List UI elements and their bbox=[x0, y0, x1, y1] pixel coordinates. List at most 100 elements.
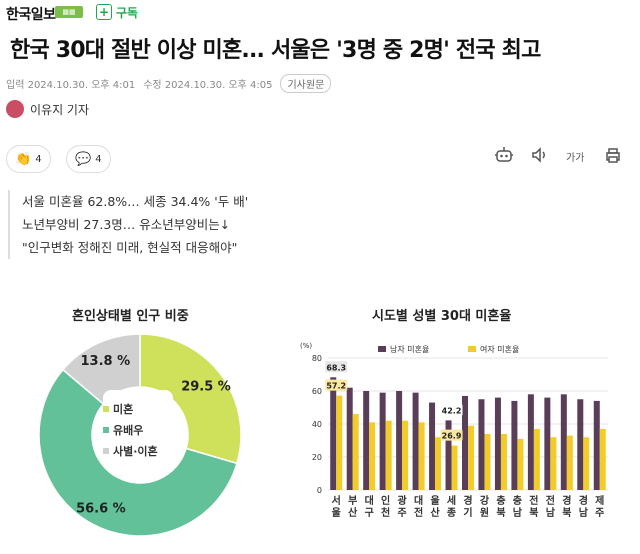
bar bbox=[363, 391, 370, 490]
donut-slice bbox=[38, 368, 238, 537]
x-tick-label: 전 bbox=[546, 494, 555, 507]
legend-swatch bbox=[378, 346, 386, 352]
article-dates: 입력 2024.10.30. 오후 4:01 수정 2024.10.30. 오후… bbox=[6, 74, 332, 93]
font-size-button[interactable]: 가가 bbox=[566, 153, 585, 164]
x-tick-label: 산 bbox=[430, 506, 440, 519]
modified-date: 수정 2024.10.30. 오후 4:05 bbox=[143, 80, 273, 91]
bar bbox=[478, 399, 485, 490]
bar bbox=[517, 438, 524, 490]
bar bbox=[494, 397, 501, 490]
summary-line: 서울 미혼율 62.8%… 세종 34.4% '두 배' bbox=[22, 194, 249, 209]
bar bbox=[451, 445, 458, 490]
comment-button[interactable]: 💬 4 bbox=[66, 145, 111, 173]
donut-chart: 29.5 % 56.6 % 13.8 % bbox=[38, 333, 242, 537]
bar bbox=[435, 437, 442, 490]
x-tick-label: 남 bbox=[546, 506, 556, 519]
x-tick-label: 대 bbox=[365, 494, 374, 507]
tts-robot-icon[interactable] bbox=[494, 146, 514, 168]
speaker-icon[interactable] bbox=[530, 146, 548, 168]
x-tick-label: 산 bbox=[348, 506, 358, 519]
data-label-bg bbox=[325, 379, 348, 391]
legend-item-married: 유배우 bbox=[103, 419, 173, 440]
x-tick-label: 전 bbox=[529, 494, 538, 507]
bar bbox=[511, 400, 518, 490]
print-icon[interactable] bbox=[604, 146, 622, 168]
summary-line: "인구변화 정해진 미래, 현실적 대응해야" bbox=[22, 240, 238, 255]
x-tick-label: 부 bbox=[348, 495, 357, 507]
x-tick-label: 기 bbox=[463, 506, 472, 519]
x-tick-label: 북 bbox=[496, 507, 505, 519]
bar bbox=[468, 425, 474, 490]
donut-value-label: 56.6 % bbox=[76, 502, 126, 517]
x-tick-label: 원 bbox=[480, 506, 489, 519]
reporter[interactable]: 이유지 기자 bbox=[6, 100, 89, 118]
bar-chart-title: 시도별 성별 30대 미혼율 bbox=[372, 309, 512, 324]
clap-icon: 👏 bbox=[15, 151, 32, 167]
x-tick-label: 경 bbox=[562, 494, 571, 507]
y-tick-label: 0 bbox=[317, 486, 322, 495]
x-tick-label: 서 bbox=[332, 494, 341, 507]
bar bbox=[462, 395, 468, 490]
legend-swatch bbox=[103, 447, 109, 454]
original-article-button[interactable]: 기사원문 bbox=[280, 74, 332, 93]
subscribe-button[interactable]: + 구독 bbox=[96, 3, 138, 21]
legend-swatch bbox=[468, 346, 476, 352]
bar bbox=[412, 392, 419, 490]
x-tick-label: 천 bbox=[381, 506, 390, 519]
x-tick-label: 경 bbox=[579, 494, 588, 507]
data-label-bg bbox=[440, 429, 463, 441]
bar bbox=[599, 428, 606, 490]
data-label-bg bbox=[440, 404, 463, 416]
reaction-count: 4 bbox=[35, 153, 42, 165]
legend-label: 유배우 bbox=[113, 423, 144, 437]
data-label: 68.3 bbox=[326, 363, 346, 372]
bar bbox=[544, 397, 551, 490]
legend-label: 미혼 bbox=[113, 402, 134, 416]
legend-label: 남자 미혼율 bbox=[390, 344, 429, 354]
x-tick-label: 남 bbox=[513, 506, 523, 519]
donut-legend: 미혼 유배우 사별·이혼 bbox=[103, 390, 173, 470]
x-tick-label: 종 bbox=[447, 507, 456, 519]
x-tick-label: 전 bbox=[414, 506, 423, 519]
bar bbox=[593, 400, 600, 490]
x-tick-label: 울 bbox=[332, 507, 341, 519]
y-tick-label: 40 bbox=[312, 420, 322, 429]
bar bbox=[429, 402, 436, 490]
x-tick-label: 제 bbox=[595, 494, 604, 507]
comment-count: 4 bbox=[95, 153, 102, 165]
legend-label: 사별·이혼 bbox=[113, 444, 158, 458]
bar bbox=[583, 437, 590, 490]
legend-item-unmarried: 미혼 bbox=[103, 398, 173, 419]
x-tick-label: 광 bbox=[398, 495, 408, 507]
subscribe-label: 구독 bbox=[116, 5, 139, 20]
bar bbox=[577, 399, 584, 490]
bar bbox=[550, 437, 557, 490]
reaction-button[interactable]: 👏 4 bbox=[6, 145, 51, 173]
donut-value-label: 13.8 % bbox=[80, 354, 130, 369]
donut-value-label: 29.5 % bbox=[181, 380, 231, 395]
x-tick-label: 구 bbox=[365, 507, 374, 519]
bar bbox=[566, 435, 573, 490]
data-label-bg bbox=[325, 361, 348, 373]
input-date: 입력 2024.10.30. 오후 4:01 bbox=[6, 80, 136, 91]
comment-icon: 💬 bbox=[75, 151, 92, 167]
bar bbox=[352, 414, 359, 490]
legend-swatch bbox=[103, 426, 109, 433]
data-label: 42.2 bbox=[442, 406, 462, 415]
bar bbox=[396, 391, 403, 490]
x-tick-label: 북 bbox=[562, 507, 571, 519]
avatar bbox=[6, 100, 24, 118]
article-summary: 서울 미혼율 62.8%… 세종 34.4% '두 배' 노년부양비 27.3명… bbox=[8, 190, 248, 259]
data-label: 57.2 bbox=[326, 382, 346, 391]
bar bbox=[330, 377, 337, 490]
summary-line: 노년부양비 27.3명… 유소년부양비는↓ bbox=[22, 217, 231, 232]
legend-swatch bbox=[103, 405, 109, 412]
brand-logo[interactable]: 한국일보 bbox=[6, 7, 56, 23]
reporter-name: 이유지 기자 bbox=[30, 102, 90, 117]
brand-badge-icon: ▦▦ bbox=[55, 6, 83, 18]
bar bbox=[336, 395, 343, 490]
bar bbox=[445, 420, 452, 490]
plus-icon: + bbox=[96, 4, 112, 20]
bar bbox=[346, 387, 353, 490]
